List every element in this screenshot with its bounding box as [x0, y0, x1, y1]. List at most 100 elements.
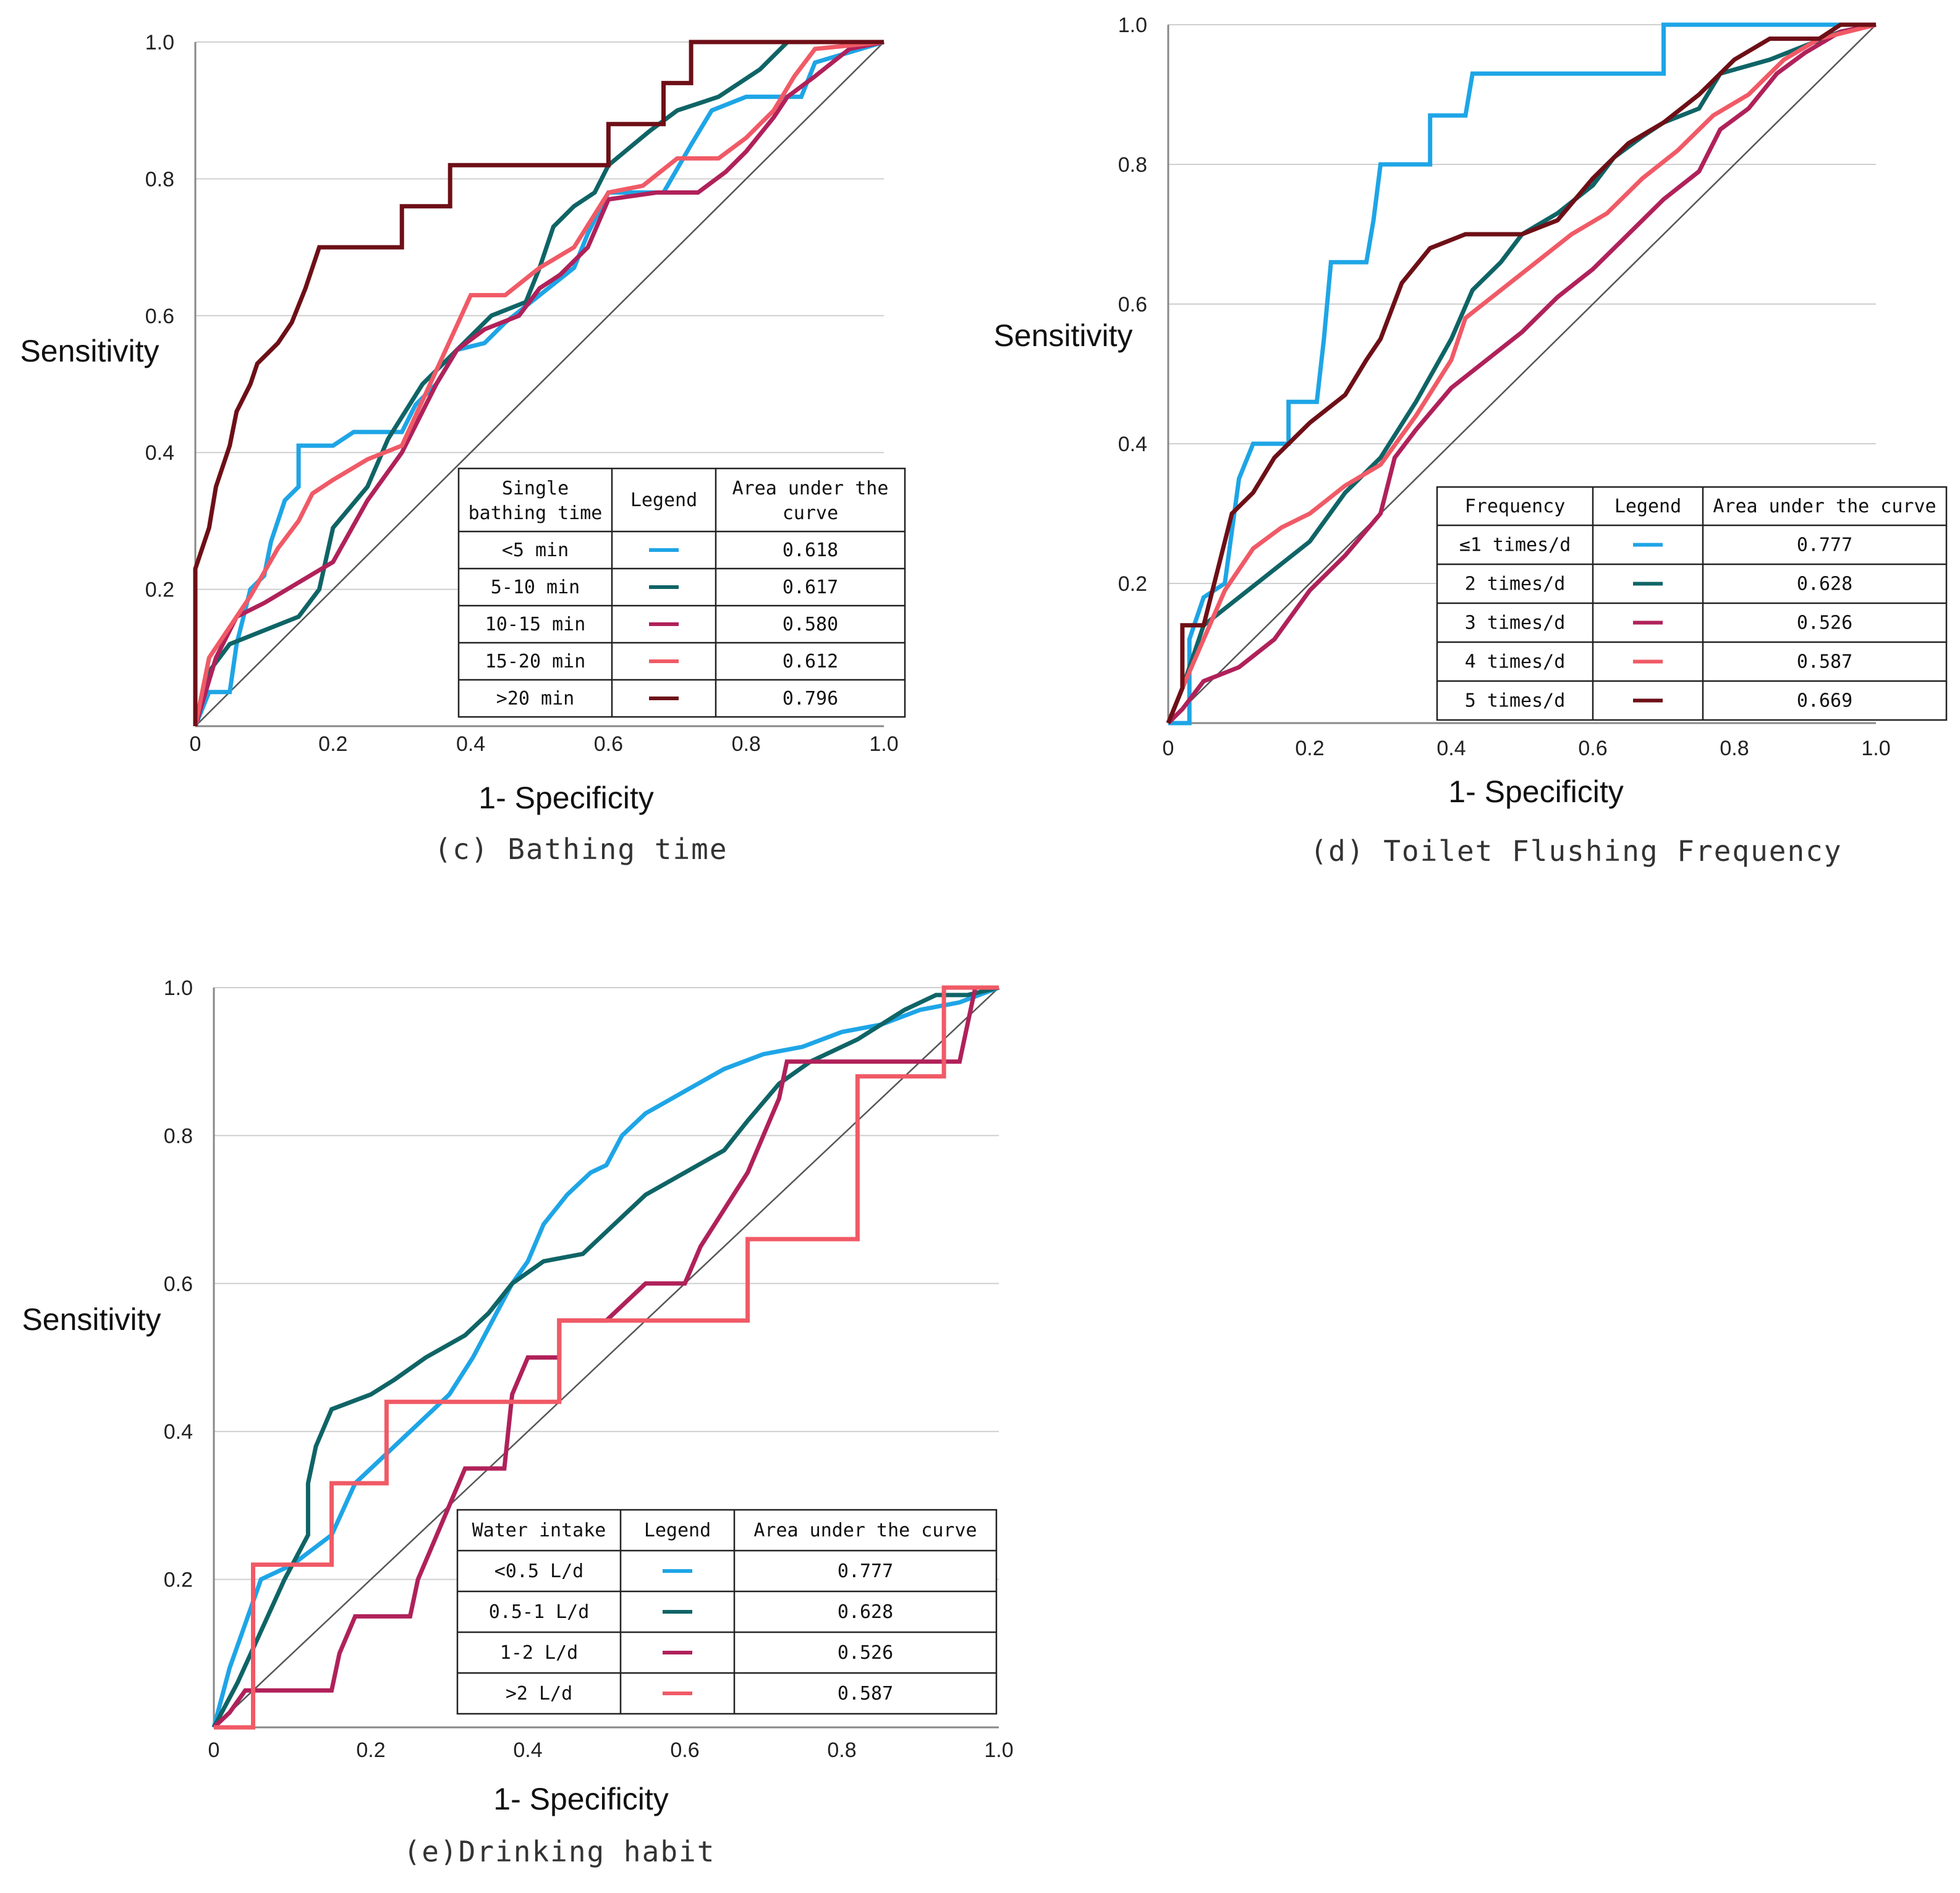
legend-header: Legend	[630, 489, 697, 511]
legend-auc-value: 0.526	[1797, 612, 1852, 634]
roc-curve-3	[1166, 22, 1877, 725]
legend-auc-value: 0.777	[1797, 535, 1852, 556]
legend-series-name: >2 L/d	[506, 1683, 572, 1705]
legend-frame	[456, 1509, 998, 1715]
panel-caption: (d) Toilet Flushing Frequency	[1310, 834, 1842, 868]
x-tick-label: 0.8	[732, 732, 761, 756]
y-tick-label: 0.8	[145, 167, 174, 191]
legend-series-name: 2 times/d	[1465, 574, 1566, 595]
roc-curve-3	[193, 40, 885, 727]
legend-frame	[457, 467, 906, 718]
legend-series-name: 15-20 min	[485, 651, 586, 672]
x-tick-label: 0	[1163, 737, 1174, 760]
x-tick-label: 0.6	[1578, 737, 1607, 760]
x-tick-label: 1.0	[984, 1738, 1013, 1762]
x-axis-title: 1- Specificity	[493, 1782, 668, 1816]
roc-panel-2: 1.0 0.8 0.6 0.4 0.2 0 0.2 0.4 0.6 0.8 1.0 Sensitivi…	[993, 14, 1948, 868]
legend-header: Area under the curve	[753, 1520, 977, 1541]
roc-panel-3: 1.0 0.8 0.6 0.4 0.2 0 0.2 0.4 0.6 0.8 1.0 Sensitivi…	[22, 976, 1013, 1868]
roc-panel-1: 1.0 0.8 0.6 0.4 0.2 0 0.2 0.4 0.6 0.8 1.0 Sensitivi…	[20, 31, 906, 866]
y-tick-label: 0.4	[164, 1420, 193, 1444]
y-tick-label: 0.6	[1118, 293, 1147, 316]
x-tick-label: 1.0	[1861, 737, 1890, 760]
roc-curve-5	[1166, 22, 1876, 724]
y-axis-title: Sensitivity	[993, 318, 1132, 353]
x-tick-label: 0.6	[670, 1738, 699, 1762]
roc-curve-2	[1166, 22, 1877, 724]
x-tick-label: 1.0	[869, 732, 898, 756]
legend-header: Single bathing time	[469, 478, 603, 524]
legend-series-name: 4 times/d	[1465, 651, 1566, 673]
x-axis-title: 1- Specificity	[1448, 774, 1623, 809]
roc-curve-4	[1166, 22, 1877, 724]
reference-diagonal	[213, 987, 999, 1728]
y-tick-label: 0.8	[164, 1124, 193, 1148]
legend-auc-value: 0.526	[838, 1642, 893, 1664]
x-tick-label: 0.4	[513, 1738, 542, 1762]
x-tick-label: 0	[190, 732, 202, 756]
x-tick-label: 0.2	[1295, 737, 1324, 760]
x-tick-label: 0.2	[356, 1738, 385, 1762]
legend-header: Legend	[1614, 496, 1681, 517]
y-tick-label: 0.2	[145, 578, 174, 602]
legend-series-name: >20 min	[496, 688, 574, 709]
legend-table: Frequency Legend Area under the curve ≤1 ti…	[1436, 486, 1948, 721]
roc-curve-4	[214, 985, 999, 1730]
y-tick-label: 0.2	[164, 1569, 193, 1592]
x-tick-label: 0.4	[1436, 737, 1466, 760]
y-tick-label: 0.8	[1118, 153, 1147, 177]
legend-auc-value: 0.618	[783, 540, 838, 561]
legend-header: Frequency	[1465, 496, 1566, 517]
legend-series-name: 10-15 min	[485, 614, 586, 635]
legend-auc-value: 0.669	[1797, 690, 1852, 712]
legend-series-name: <5 min	[502, 540, 569, 561]
panel-caption: (c) Bathing time	[434, 832, 728, 866]
legend-header: Area under the curve	[1713, 496, 1936, 517]
legend-header: Area under the curve	[732, 478, 889, 524]
y-axis-title: Sensitivity	[22, 1302, 161, 1337]
roc-curve-2	[211, 985, 999, 1729]
legend-auc-value: 0.628	[1797, 574, 1852, 595]
legend-series-name: <0.5 L/d	[494, 1561, 584, 1582]
legend-series-name: 0.5-1 L/d	[489, 1601, 590, 1623]
legend-auc-value: 0.587	[838, 1683, 893, 1705]
y-tick-label: 1.0	[145, 31, 174, 54]
legend-series-name: 1-2 L/d	[500, 1642, 578, 1664]
y-tick-label: 0.4	[1118, 433, 1147, 456]
legend-table: Single bathing time Legend Area under the cu…	[457, 467, 906, 718]
legend-series-name: ≤1 times/d	[1459, 535, 1571, 556]
legend-series-name: 3 times/d	[1465, 612, 1566, 634]
legend-auc-value: 0.796	[783, 688, 838, 709]
x-tick-label: 0	[208, 1738, 220, 1762]
legend-header: Water intake	[472, 1520, 606, 1541]
x-tick-label: 0.2	[318, 732, 347, 756]
roc-curve-2	[193, 40, 884, 727]
y-tick-label: 0.6	[145, 305, 174, 328]
legend-series-name: 5 times/d	[1465, 690, 1566, 712]
panel-caption: (e)Drinking habit	[404, 1835, 716, 1868]
legend-series-name: 5-10 min	[491, 577, 580, 598]
y-tick-label: 0.4	[145, 441, 174, 465]
legend-auc-value: 0.628	[838, 1601, 893, 1623]
legend-auc-value: 0.587	[1797, 651, 1852, 673]
reference-diagonal	[1168, 24, 1877, 724]
roc-curve-5	[193, 40, 884, 726]
legend-auc-value: 0.617	[783, 577, 838, 598]
y-axis-title: Sensitivity	[20, 334, 159, 368]
y-tick-label: 1.0	[164, 976, 193, 1000]
roc-curve-1	[1168, 22, 1876, 726]
reference-diagonal	[195, 41, 885, 727]
y-tick-label: 1.0	[1118, 14, 1147, 37]
x-tick-label: 0.8	[827, 1738, 856, 1762]
x-tick-label: 0.4	[456, 732, 485, 756]
roc-curve-4	[193, 40, 885, 727]
x-tick-label: 0.8	[1720, 737, 1749, 760]
legend-auc-value: 0.612	[783, 651, 838, 672]
legend-auc-value: 0.777	[838, 1561, 893, 1582]
x-tick-label: 0.6	[594, 732, 623, 756]
x-axis-title: 1- Specificity	[478, 781, 653, 815]
roc-curve-1	[211, 985, 1000, 1728]
legend-header: Legend	[644, 1520, 711, 1541]
legend-table: Water intake Legend Area under the curve <0…	[456, 1509, 998, 1715]
